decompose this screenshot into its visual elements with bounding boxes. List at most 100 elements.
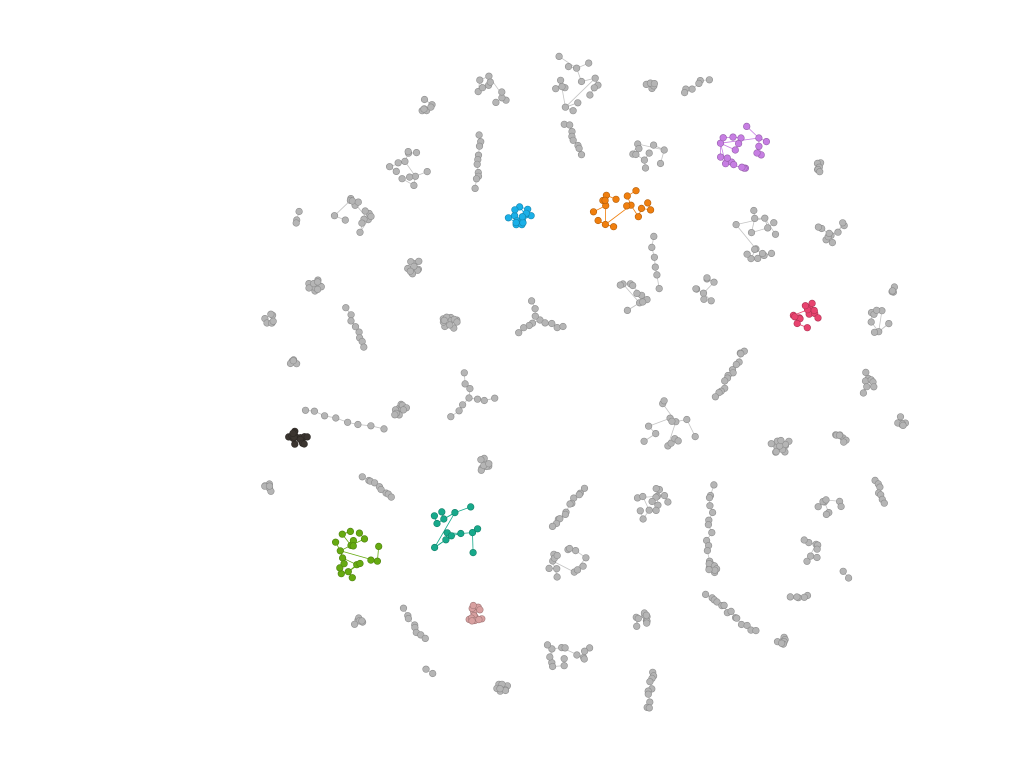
- graph-node: [455, 407, 463, 415]
- graph-node: [491, 394, 499, 402]
- graph-node: [342, 304, 350, 312]
- graph-node: [531, 312, 539, 320]
- graph-node: [732, 221, 740, 229]
- graph-node: [577, 151, 586, 159]
- graph-node: [358, 219, 366, 227]
- graph-node: [457, 529, 465, 538]
- graph-edge: [552, 560, 575, 573]
- graph-node: [870, 328, 879, 336]
- cluster-gray-42: [894, 413, 910, 430]
- graph-node: [421, 634, 429, 643]
- graph-node: [828, 239, 837, 247]
- graph-node: [822, 496, 830, 504]
- graph-edge: [735, 224, 757, 250]
- graph-node: [660, 397, 668, 405]
- graph-node: [641, 164, 650, 172]
- cluster-gray-15: [813, 159, 825, 176]
- graph-node: [813, 545, 821, 553]
- graph-node: [579, 562, 587, 570]
- graph-node: [548, 319, 556, 328]
- cluster-gray-19: [292, 207, 303, 227]
- graph-node: [729, 133, 737, 141]
- graph-node: [590, 84, 598, 92]
- graph-node: [636, 507, 644, 515]
- graph-node: [655, 285, 663, 293]
- graph-node: [360, 343, 368, 351]
- graph-node: [632, 187, 640, 195]
- graph-node: [269, 317, 277, 325]
- cluster-gray-58: [632, 609, 651, 630]
- graph-node: [399, 604, 408, 612]
- graph-node: [650, 79, 659, 88]
- graph-node: [572, 64, 581, 72]
- graph-node: [840, 438, 848, 446]
- graph-node: [816, 168, 824, 176]
- graph-node: [480, 396, 488, 405]
- graph-node: [541, 319, 549, 327]
- cluster-gray-35: [859, 368, 878, 397]
- graph-node: [751, 214, 759, 222]
- graph-edge: [648, 417, 671, 427]
- graph-node: [896, 413, 905, 421]
- graph-node: [767, 249, 776, 257]
- graph-node: [498, 88, 506, 96]
- graph-node: [427, 103, 435, 111]
- graph-node: [652, 430, 660, 438]
- graph-node: [640, 156, 649, 164]
- cluster-orange: [589, 187, 655, 231]
- graph-node: [674, 437, 682, 445]
- graph-node: [336, 564, 344, 572]
- graph-node: [314, 278, 322, 286]
- graph-node: [571, 546, 580, 555]
- graph-node: [872, 306, 881, 314]
- cluster-gray-29: [342, 304, 368, 351]
- graph-node: [800, 536, 808, 544]
- graph-node: [732, 360, 740, 369]
- graph-node: [764, 224, 772, 232]
- graph-edge: [565, 77, 596, 108]
- graph-node: [844, 574, 853, 582]
- graph-node: [822, 510, 831, 519]
- graph-node: [412, 149, 421, 157]
- graph-node: [888, 287, 897, 295]
- graph-node: [564, 62, 573, 71]
- graph-node: [688, 85, 696, 93]
- graph-node: [705, 76, 714, 84]
- graph-node: [358, 617, 366, 625]
- graph-node: [560, 662, 568, 670]
- graph-node: [645, 149, 653, 157]
- graph-node: [862, 368, 870, 377]
- graph-node: [561, 644, 569, 652]
- graph-node: [559, 322, 567, 331]
- graph-node: [404, 148, 412, 156]
- graph-node: [633, 622, 641, 630]
- graph-node: [680, 88, 689, 97]
- graph-node: [336, 547, 344, 555]
- graph-node: [786, 593, 794, 601]
- graph-node: [291, 440, 299, 448]
- graph-node: [699, 289, 708, 297]
- graph-node: [683, 415, 691, 424]
- graph-node: [594, 216, 602, 225]
- graph-node: [469, 601, 477, 610]
- graph-node: [295, 207, 303, 216]
- graph-node: [863, 383, 871, 391]
- graph-node: [814, 503, 822, 511]
- graph-node: [553, 324, 561, 332]
- graph-node: [793, 319, 801, 328]
- graph-node: [387, 493, 395, 501]
- graph-node: [707, 297, 715, 305]
- graph-node: [691, 433, 699, 441]
- cluster-gray-12: [680, 76, 714, 97]
- graph-node: [468, 528, 477, 537]
- cluster-gray-36: [447, 369, 499, 421]
- graph-node: [386, 163, 394, 171]
- graph-node: [356, 559, 364, 568]
- graph-node: [469, 548, 477, 557]
- graph-node: [566, 121, 574, 129]
- cluster-blue: [504, 203, 535, 229]
- cluster-gray-30: [261, 310, 277, 327]
- graph-node: [644, 690, 652, 698]
- graph-node: [609, 223, 618, 231]
- graph-edge: [736, 217, 765, 225]
